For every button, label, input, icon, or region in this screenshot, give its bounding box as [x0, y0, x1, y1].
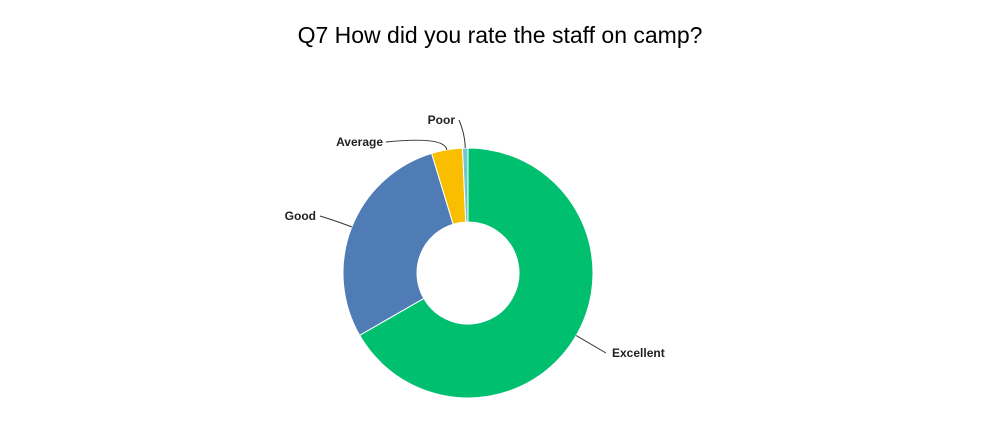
- leader-line-excellent: [575, 335, 607, 354]
- slices-group: [342, 147, 594, 399]
- leader-lines-group: [319, 119, 607, 354]
- labels-group: Excellent Good Average Poor: [285, 113, 665, 360]
- leader-line-good: [319, 215, 352, 228]
- slice-poor: [461, 147, 469, 223]
- slice-excellent: [358, 147, 594, 399]
- leader-line-poor: [458, 119, 466, 149]
- label-average: Average: [336, 135, 383, 149]
- chart-title: Q7 How did you rate the staff on camp?: [297, 22, 703, 48]
- label-good: Good: [285, 209, 316, 223]
- slice-good: [342, 152, 454, 336]
- leader-line-average: [385, 139, 448, 150]
- label-poor: Poor: [428, 113, 456, 127]
- label-excellent: Excellent: [612, 346, 665, 360]
